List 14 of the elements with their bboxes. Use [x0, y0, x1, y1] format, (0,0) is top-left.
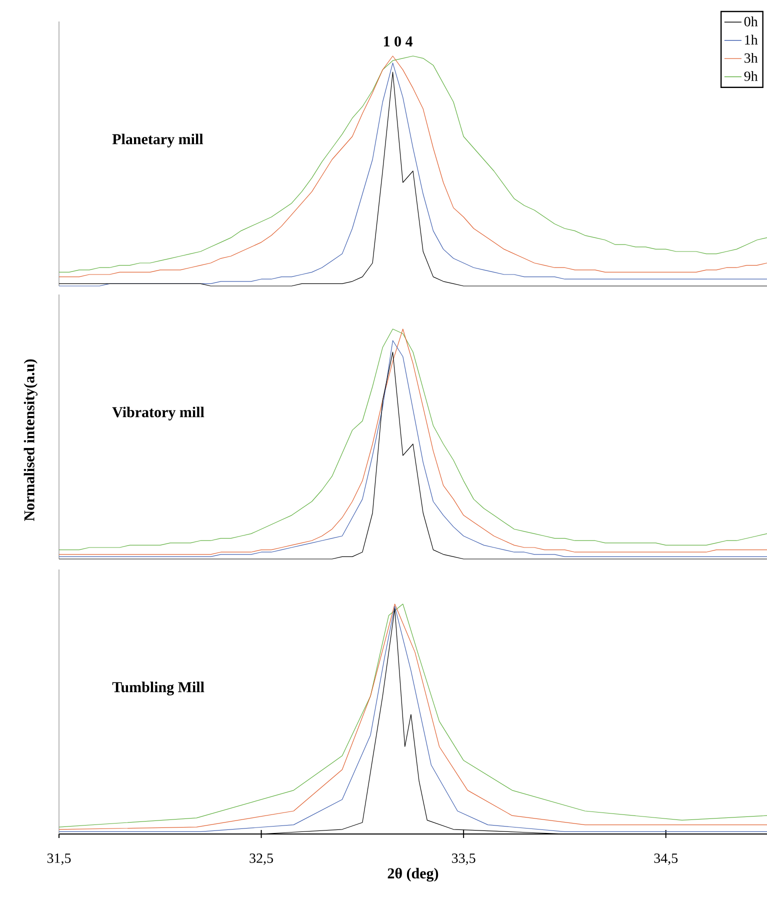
legend-label: 0h	[744, 16, 758, 26]
x-tick-label: 33,5	[452, 854, 476, 865]
legend-label: 9h	[744, 71, 758, 82]
x-tick-label: 32,5	[250, 854, 273, 865]
x-tick-label: 34,5	[654, 854, 678, 865]
annotation: 1 0 4	[384, 36, 413, 46]
legend-label: 1h	[745, 34, 758, 44]
x-tick-label: 31,5	[47, 854, 71, 865]
annotation: Planetary mill	[112, 134, 204, 148]
legend-label: 3h	[744, 52, 758, 63]
x-axis-title: 2θ (deg)	[388, 868, 438, 882]
annotation: Tumbling Mill	[112, 682, 204, 696]
y-axis-title: Normalised intensity(a.u)	[24, 359, 38, 521]
annotation: Vibratory mill	[112, 406, 204, 420]
